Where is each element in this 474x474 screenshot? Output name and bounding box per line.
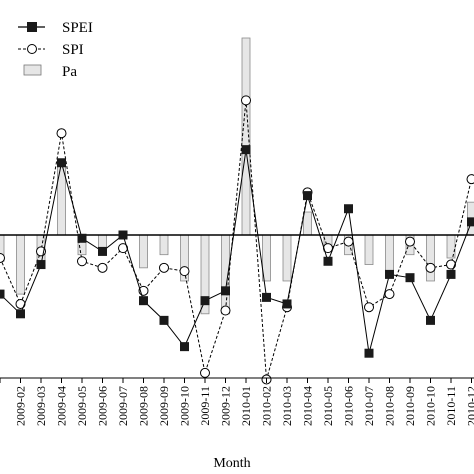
x-tick-label: 2010-06 <box>342 386 356 426</box>
spei-point <box>180 342 189 352</box>
spei-point <box>77 233 87 243</box>
spi-point <box>364 302 374 313</box>
spi-point <box>405 236 415 247</box>
x-tick-label: 2009-06 <box>96 386 110 426</box>
x-tick-label: 2009-05 <box>75 386 89 426</box>
pa-bar <box>159 234 169 256</box>
pa-bar <box>139 234 148 269</box>
x-tick-label: 2010-01 <box>239 386 253 426</box>
x-tick-label: 2010-02 <box>260 386 274 426</box>
spei-point <box>98 246 107 256</box>
legend-pa-label: Pa <box>62 64 77 80</box>
x-tick-label: 2009-08 <box>137 386 151 426</box>
pa-bar <box>303 211 312 236</box>
pa-bar <box>16 234 25 295</box>
legend-item-pa: Pa <box>23 64 77 80</box>
spi-point <box>425 262 436 273</box>
x-tick-label: 2010-09 <box>403 386 417 426</box>
x-tick-label: 2009-12 <box>219 386 233 426</box>
legend-pa-swatch <box>23 64 42 76</box>
x-axis: 2009-02 2009-03 2009-04 2009-05 2009-06 2009-… <box>0 377 474 426</box>
spei-point <box>467 217 474 227</box>
x-tick-label: 2009-02 <box>14 386 28 426</box>
x-tick-label: 2009-11 <box>198 386 212 426</box>
spi-series <box>0 95 474 385</box>
spei-point <box>159 315 169 325</box>
spei-point <box>426 315 435 325</box>
legend: SPEI SPI Pa <box>18 20 93 80</box>
spei-point <box>221 286 230 296</box>
x-tick-label: 2009-09 <box>157 386 171 426</box>
spi-point <box>179 266 190 277</box>
spi-point <box>466 174 474 185</box>
spi-point <box>200 367 210 378</box>
spei-series <box>0 145 474 358</box>
spei-point <box>344 204 353 214</box>
legend-item-spi: SPI <box>18 42 84 58</box>
x-tick-label: 2010-03 <box>280 386 294 426</box>
spei-point <box>36 260 46 270</box>
pa-bar <box>282 234 292 282</box>
spei-point <box>303 191 312 201</box>
spei-point <box>405 273 415 283</box>
pa-bar <box>426 234 435 282</box>
spi-point <box>0 252 5 263</box>
spi-point <box>343 236 354 247</box>
spei-point <box>57 158 66 168</box>
spi-line <box>0 100 472 380</box>
x-tick-label: 2010-04 <box>301 386 315 426</box>
x-tick-label: 2009-04 <box>55 386 69 426</box>
spi-point <box>159 262 169 273</box>
spei-point <box>262 292 271 302</box>
spei-point <box>364 348 374 358</box>
spi-point <box>56 128 67 139</box>
spi-point <box>446 259 456 270</box>
x-tick-label: 2009-03 <box>34 386 48 426</box>
x-tick-label: 2010-08 <box>383 386 397 426</box>
spi-point <box>77 256 87 267</box>
x-tick-label: 2010-07 <box>362 386 376 426</box>
pa-bar <box>364 234 374 265</box>
spei-point <box>282 299 292 309</box>
x-tick-label: 2010-11 <box>444 386 458 426</box>
x-tick-label: 2010-10 <box>424 386 438 426</box>
x-tick-label: 2009-10 <box>178 386 192 426</box>
spei-point <box>200 296 210 306</box>
legend-spi-marker <box>27 44 37 54</box>
spei-line <box>0 149 472 354</box>
spi-point <box>384 289 395 300</box>
legend-spi-label: SPI <box>62 42 84 58</box>
x-tick-label: 2009-07 <box>116 386 130 426</box>
spi-point <box>241 95 251 106</box>
spei-point <box>323 256 333 266</box>
x-tick-label: 2010-05 <box>321 386 335 426</box>
spei-point <box>446 269 456 279</box>
spei-point <box>118 230 128 240</box>
spei-point <box>139 296 148 306</box>
legend-spei-marker <box>27 22 37 32</box>
pa-bar <box>0 234 5 262</box>
spei-point <box>241 145 251 155</box>
x-axis-title: Month <box>213 456 250 471</box>
legend-item-spei: SPEI <box>18 20 93 36</box>
legend-spei-label: SPEI <box>62 20 93 36</box>
spei-point <box>0 289 5 299</box>
pa-bar <box>385 234 394 272</box>
spei-point <box>16 309 25 319</box>
spi-point <box>220 305 231 316</box>
spi-point <box>97 262 108 273</box>
spei-point <box>385 269 394 279</box>
x-tick-label: 2010-12 <box>465 386 474 426</box>
